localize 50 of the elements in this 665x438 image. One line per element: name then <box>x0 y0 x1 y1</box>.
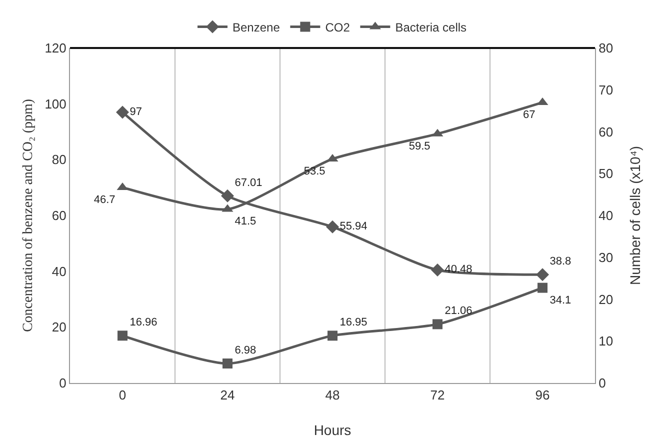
data-label: 67.01 <box>234 176 262 189</box>
data-label: 21.06 <box>444 305 472 318</box>
data-label: 16.95 <box>340 316 368 329</box>
data-label: 38.8 <box>550 256 572 268</box>
x-axis-title: Hours <box>314 422 352 438</box>
point <box>326 220 339 234</box>
y2-tick-label: 40 <box>598 208 614 224</box>
x-tick-label: 24 <box>220 388 235 403</box>
y2-tick-label: 60 <box>598 124 614 140</box>
point <box>432 319 442 330</box>
point <box>222 358 232 369</box>
y2-tick-label: 20 <box>598 292 614 307</box>
legend-label: CO2 <box>325 20 350 34</box>
y2-tick-label: 80 <box>598 40 614 56</box>
data-label: 46.7 <box>94 194 116 206</box>
y-tick-label: 0 <box>59 376 66 391</box>
point <box>328 330 338 341</box>
data-label: 6.98 <box>234 344 256 357</box>
point <box>431 263 444 276</box>
y2-tick-label: 30 <box>598 250 614 265</box>
data-label: 55.94 <box>340 220 368 233</box>
y2-axis-title: Number of cells (x10⁴) <box>627 146 643 286</box>
data-label: 16.96 <box>130 316 158 329</box>
y-tick-label: 120 <box>44 40 66 56</box>
y-tick-label: 20 <box>52 320 66 335</box>
point <box>536 268 549 282</box>
data-label: 41.5 <box>234 216 256 228</box>
x-tick-label: 0 <box>118 388 126 403</box>
y-tick-label: 100 <box>44 96 66 112</box>
y-tick-label: 60 <box>52 208 66 224</box>
point <box>221 189 234 202</box>
data-label: 97 <box>130 106 142 118</box>
data-label: 34.1 <box>550 294 572 306</box>
point <box>538 282 548 293</box>
y-tick-label: 80 <box>52 152 66 168</box>
point <box>116 106 129 119</box>
data-label: 67 <box>523 108 536 121</box>
x-tick-label: 96 <box>535 388 550 403</box>
legend-label: Benzene <box>232 20 280 34</box>
y2-tick-label: 0 <box>598 376 606 391</box>
x-tick-label: 48 <box>325 388 340 403</box>
y2-tick-label: 70 <box>598 82 614 98</box>
point <box>118 330 128 341</box>
y-axis-title: Concentration of benzene and CO₂ (ppm) <box>21 98 36 332</box>
legend-label: Bacteria cells <box>395 20 467 34</box>
x-tick-label: 72 <box>430 388 445 403</box>
y2-tick-label: 10 <box>598 334 614 349</box>
data-label: 59.5 <box>408 140 430 152</box>
y2-tick-label: 50 <box>598 166 614 182</box>
y-tick-label: 40 <box>52 264 66 279</box>
